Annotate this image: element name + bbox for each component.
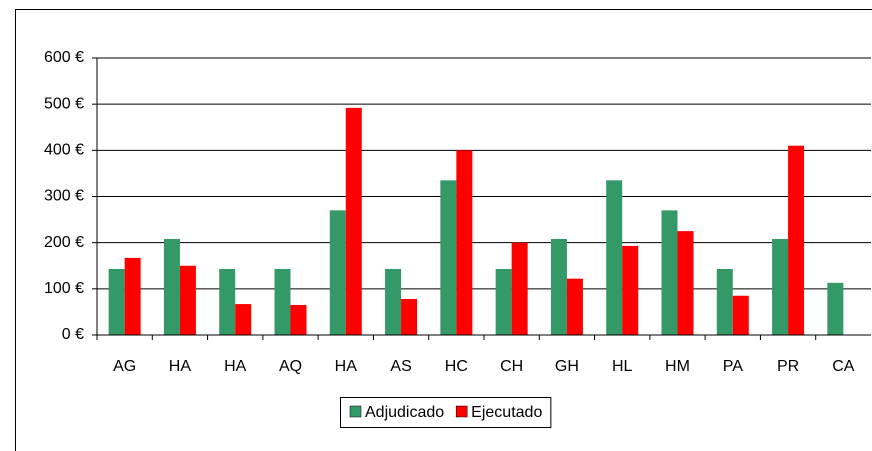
bar [788, 145, 805, 335]
bar [677, 231, 694, 335]
bar [290, 304, 307, 335]
bar [440, 180, 457, 335]
bar [385, 268, 402, 335]
y-tick-label: 300 € [44, 188, 84, 205]
x-tick-label: AS [390, 358, 411, 375]
bar [235, 304, 252, 335]
bar [566, 278, 583, 335]
y-tick-label: 400 € [44, 142, 84, 159]
bar [456, 150, 473, 335]
bar [827, 282, 844, 335]
bar [606, 180, 623, 335]
x-tick-label: AQ [279, 358, 302, 375]
bar [329, 210, 346, 335]
x-tick-label: PA [723, 358, 743, 375]
bar [716, 268, 733, 335]
x-tick-label: AG [113, 358, 136, 375]
bar [108, 268, 125, 335]
x-tick-label: HL [612, 358, 633, 375]
bar [219, 268, 236, 335]
x-tick-label: PR [777, 358, 799, 375]
x-tick-label: HA [224, 358, 247, 375]
legend-swatch [349, 405, 362, 418]
x-tick-label: HC [445, 358, 468, 375]
x-tick-label: HM [665, 358, 690, 375]
bar [550, 238, 567, 335]
y-tick-label: 0 € [62, 326, 84, 343]
bar [274, 268, 291, 335]
y-tick-label: 100 € [44, 280, 84, 297]
bar [732, 295, 749, 335]
bar [622, 245, 639, 335]
legend-box [340, 397, 552, 428]
bar [772, 238, 789, 335]
bar [124, 257, 141, 335]
x-tick-label: HA [335, 358, 358, 375]
x-tick-label: CA [832, 358, 855, 375]
bar [179, 265, 196, 335]
x-tick-label: GH [555, 358, 579, 375]
legend-label: Adjudicado [365, 404, 444, 421]
y-tick-label: 600 € [44, 49, 84, 66]
y-tick-label: 200 € [44, 234, 84, 251]
legend-label: Ejecutado [471, 404, 542, 421]
bar [511, 242, 528, 335]
bar [401, 298, 418, 335]
bar [345, 107, 362, 335]
bar [163, 238, 180, 335]
bar [661, 210, 678, 335]
bar [495, 268, 512, 335]
x-tick-label: HA [169, 358, 192, 375]
legend-swatch [455, 405, 468, 418]
x-tick-label: CH [500, 358, 523, 375]
y-tick-label: 500 € [44, 95, 84, 112]
